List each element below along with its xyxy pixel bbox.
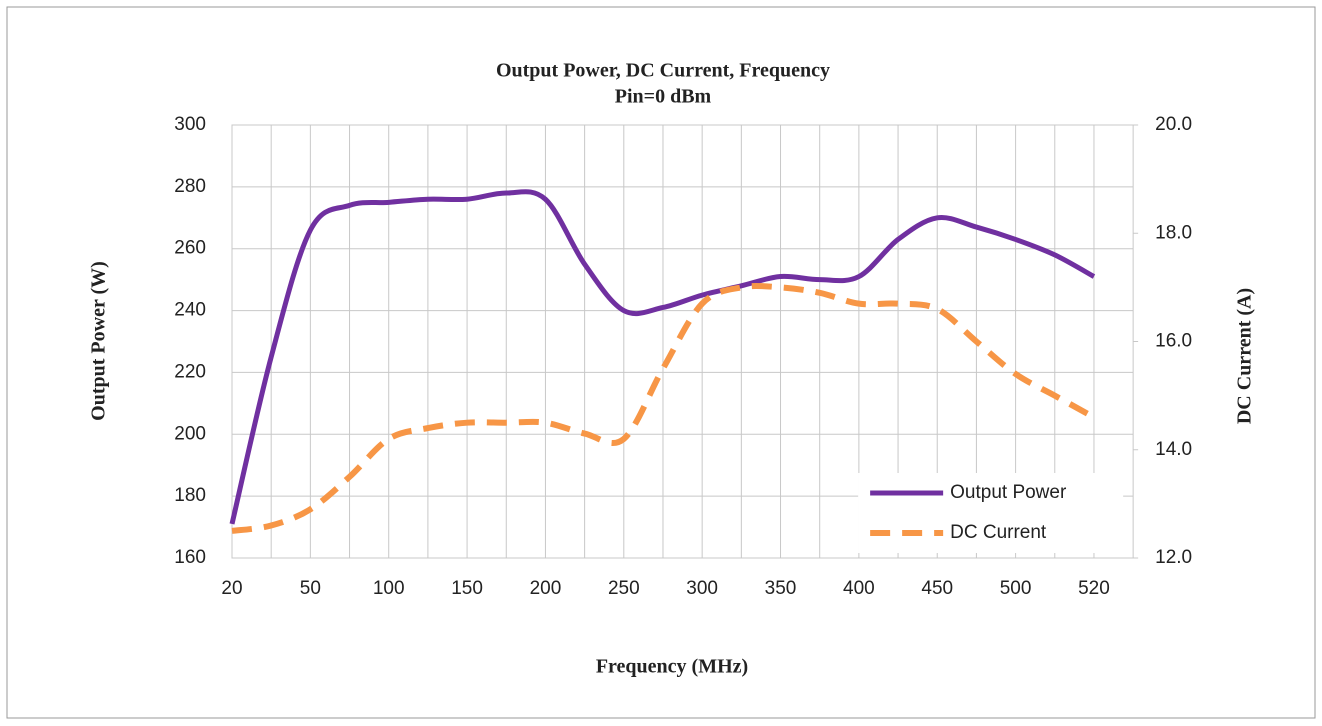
y-tick-label: 180 xyxy=(174,485,206,506)
x-tick-label: 50 xyxy=(300,578,321,599)
y2-axis-label: DC Current (A) xyxy=(1234,288,1256,424)
series-line xyxy=(229,189,1096,525)
y-tick-label: 240 xyxy=(174,300,206,321)
x-tick-label: 250 xyxy=(608,578,640,599)
y2-tick-label: 14.0 xyxy=(1155,439,1192,460)
y2-tick-label: 18.0 xyxy=(1155,222,1192,243)
x-axis-label: Frequency (MHz) xyxy=(596,656,748,678)
y2-tick-label: 20.0 xyxy=(1155,114,1192,135)
x-tick-label: 200 xyxy=(530,578,562,599)
x-tick-label: 150 xyxy=(451,578,483,599)
y2-tick-label: 12.0 xyxy=(1155,547,1192,568)
y-tick-label: 220 xyxy=(174,361,206,382)
y-tick-label: 260 xyxy=(174,238,206,259)
x-tick-label: 300 xyxy=(686,578,718,599)
chart-title: Output Power, DC Current, Frequency xyxy=(496,60,830,82)
chart-subtitle: Pin=0 dBm xyxy=(615,86,712,108)
x-tick-label: 520 xyxy=(1078,578,1110,599)
series-line xyxy=(231,282,1096,534)
y-tick-label: 300 xyxy=(174,114,206,135)
x-tick-label: 20 xyxy=(221,578,242,599)
y-tick-label: 200 xyxy=(174,423,206,444)
legend-label: Output Power xyxy=(950,482,1067,503)
y-tick-label: 280 xyxy=(174,176,206,197)
legend-box xyxy=(858,473,1124,553)
y-axis-label: Output Power (W) xyxy=(88,261,110,421)
legend-label: DC Current xyxy=(950,522,1047,543)
x-tick-label: 400 xyxy=(843,578,875,599)
x-tick-label: 500 xyxy=(1000,578,1032,599)
y-tick-label: 160 xyxy=(174,547,206,568)
plot-border xyxy=(231,124,1134,559)
x-tick-label: 450 xyxy=(921,578,953,599)
y2-tick-label: 16.0 xyxy=(1155,331,1192,352)
x-tick-label: 350 xyxy=(765,578,797,599)
x-tick-label: 100 xyxy=(373,578,405,599)
